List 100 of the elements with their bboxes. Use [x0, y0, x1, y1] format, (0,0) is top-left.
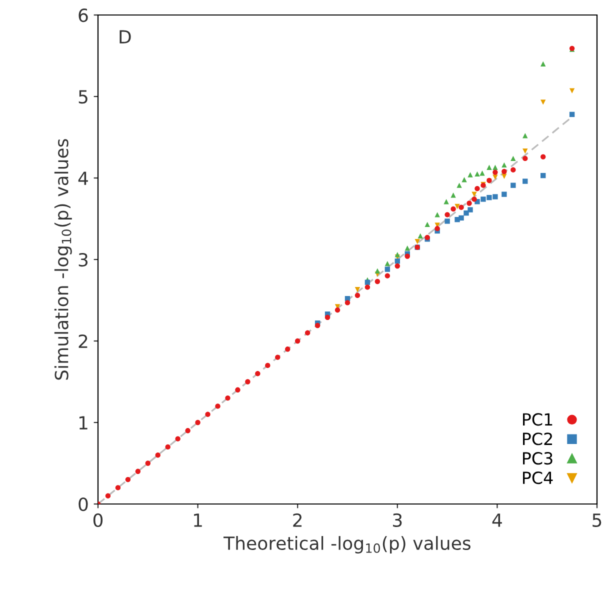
point: [344, 300, 350, 306]
point: [434, 212, 440, 218]
point: [492, 194, 498, 200]
point: [404, 245, 410, 251]
point: [522, 156, 528, 162]
point: [522, 148, 528, 154]
point: [155, 452, 160, 458]
point: [474, 186, 480, 192]
annotation: D: [120, 30, 131, 44]
point: [486, 164, 492, 170]
y-tick-label: 5: [78, 90, 88, 104]
point: [510, 182, 516, 188]
point: [304, 330, 310, 336]
y-tick-label: 0: [78, 497, 88, 512]
point: [502, 162, 507, 168]
point: [225, 395, 230, 401]
point: [374, 268, 380, 274]
legend-label: PC3: [523, 452, 552, 465]
point: [474, 171, 480, 177]
point: [456, 182, 462, 188]
point: [414, 238, 420, 244]
y-tick-label: 6: [78, 8, 88, 22]
y-tick-label: 1: [79, 416, 88, 430]
point: [245, 379, 250, 384]
point: [125, 476, 131, 482]
point: [394, 258, 400, 264]
point: [454, 204, 460, 210]
x-tick-label: 1: [194, 514, 202, 527]
point: [384, 260, 390, 266]
point: [502, 192, 507, 197]
point: [215, 404, 220, 409]
point: [354, 287, 360, 292]
point: [462, 177, 467, 182]
point: [275, 354, 280, 360]
point: [384, 273, 390, 278]
point: [195, 420, 200, 426]
point: [364, 284, 370, 290]
point: [472, 192, 477, 197]
point: [434, 226, 440, 232]
point: [265, 362, 270, 368]
point: [569, 112, 575, 118]
point: [464, 210, 469, 216]
point: [480, 170, 485, 176]
point: [384, 266, 390, 272]
point: [444, 212, 450, 218]
y-tick-label: 4: [78, 172, 88, 185]
y-axis-title: Simulation -log$_{10}$(p) values: [54, 139, 72, 380]
point: [324, 314, 330, 320]
point: [540, 100, 546, 105]
x-tick-label: 2: [293, 513, 302, 527]
x-tick-label: 3: [393, 513, 402, 528]
point: [466, 200, 472, 206]
point: [354, 292, 360, 298]
point: [334, 307, 340, 313]
point: [424, 222, 430, 228]
point: [394, 252, 400, 258]
point: [540, 172, 546, 178]
point: [185, 428, 190, 434]
point: [486, 194, 492, 200]
point: [145, 460, 150, 466]
point: [480, 196, 486, 202]
point: [105, 493, 111, 498]
point: [450, 192, 456, 198]
x-tick-label: 5: [592, 514, 602, 528]
point: [418, 233, 423, 238]
point: [364, 280, 370, 285]
point: [450, 206, 456, 212]
x-axis-title: Theoretical -log$_{10}$(p) values: [223, 536, 470, 554]
point: [510, 167, 516, 172]
point: [569, 88, 575, 94]
point: [394, 263, 400, 269]
point: [458, 215, 464, 221]
point: [468, 207, 473, 212]
point: [374, 278, 380, 284]
point: [492, 174, 498, 180]
y-tick-label: 2: [78, 334, 88, 348]
point: [472, 196, 477, 202]
point: [458, 204, 464, 210]
point: [205, 412, 210, 417]
point: [540, 61, 546, 66]
point: [165, 444, 170, 450]
point: [285, 346, 290, 352]
point: [314, 322, 320, 328]
x-tick-label: 4: [492, 514, 502, 527]
point: [522, 133, 528, 138]
legend-label: PC2: [523, 432, 552, 446]
point: [295, 338, 300, 344]
point: [135, 468, 141, 474]
point: [502, 174, 507, 179]
point: [492, 170, 498, 175]
point: [502, 168, 507, 174]
legend-label: PC4: [523, 471, 553, 484]
point: [540, 154, 546, 160]
point: [404, 254, 410, 259]
point: [115, 485, 121, 490]
point: [255, 371, 260, 376]
point: [522, 178, 528, 184]
point: [492, 164, 498, 170]
point: [510, 156, 516, 162]
point: [235, 387, 240, 392]
